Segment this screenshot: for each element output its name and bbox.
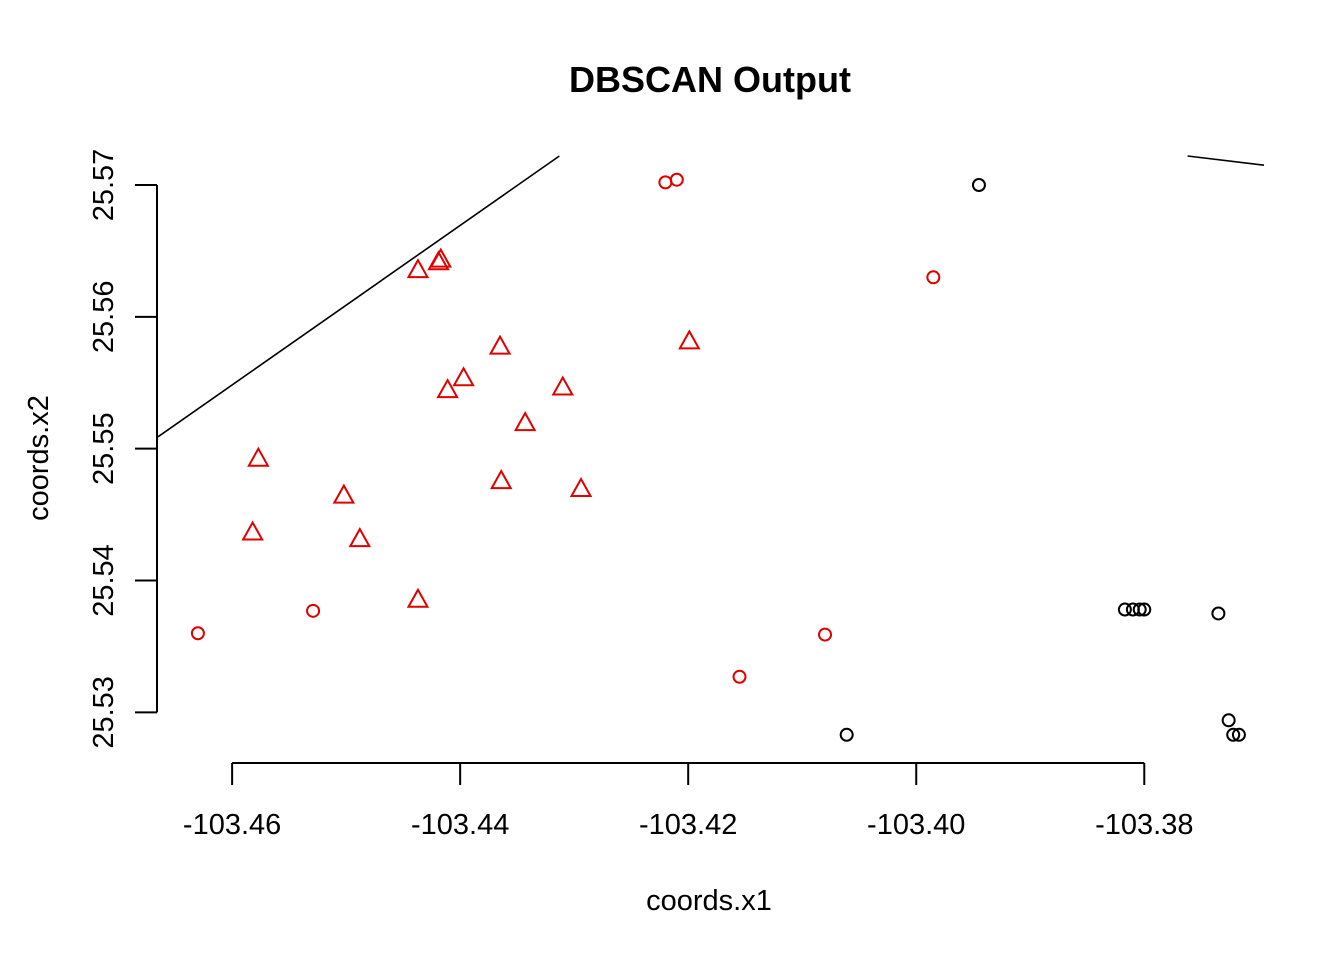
circle-point xyxy=(306,603,321,618)
triangle-point xyxy=(247,446,270,467)
chart-title: DBSCAN Output xyxy=(569,59,851,100)
circle-point xyxy=(1137,602,1152,617)
x-tick-label: -103.44 xyxy=(411,809,509,841)
circle-point xyxy=(839,727,854,742)
circle-point xyxy=(1211,606,1226,621)
x-tick-label: -103.40 xyxy=(867,809,965,841)
reference-line xyxy=(1187,155,1265,167)
circle-point xyxy=(669,172,684,187)
data-points xyxy=(190,172,1246,742)
triangle-point xyxy=(513,411,537,432)
circle-point xyxy=(1226,727,1241,742)
triangle-point xyxy=(452,366,475,387)
circle-point xyxy=(1132,602,1147,617)
x-axis-label: coords.x1 xyxy=(646,885,772,917)
triangle-point xyxy=(348,527,372,548)
triangle-point xyxy=(436,378,459,399)
triangle-point xyxy=(406,258,430,279)
triangle-point xyxy=(551,375,574,396)
y-tick-label: 25.55 xyxy=(88,412,120,485)
triangle-point xyxy=(678,329,701,350)
y-axis-label: coords.x2 xyxy=(23,395,55,521)
circle-point xyxy=(1231,727,1246,742)
circle-point xyxy=(818,627,833,642)
triangle-point xyxy=(569,476,593,498)
y-tick-label: 25.57 xyxy=(88,149,120,222)
triangle-point xyxy=(406,587,430,608)
circle-point xyxy=(658,175,673,190)
y-axis: 25.53 25.54 25.55 25.56 25.57 xyxy=(88,149,158,749)
circle-point xyxy=(1221,713,1236,728)
x-tick-label: -103.46 xyxy=(183,809,281,841)
circle-point xyxy=(971,178,986,193)
y-tick-label: 25.54 xyxy=(88,544,120,617)
reference-line xyxy=(157,155,560,438)
circle-point xyxy=(732,669,747,684)
triangle-point xyxy=(241,520,264,541)
circle-point xyxy=(1117,602,1132,617)
x-tick-label: -103.42 xyxy=(639,809,737,841)
reference-lines xyxy=(157,155,1265,438)
triangle-point xyxy=(332,483,356,504)
y-tick-label: 25.56 xyxy=(88,281,120,354)
x-axis: -103.46 -103.44 -103.42 -103.40 -103.38 xyxy=(183,762,1193,841)
circle-point xyxy=(190,626,205,641)
triangle-point xyxy=(429,247,452,268)
triangle-point xyxy=(488,334,512,355)
x-tick-label: -103.38 xyxy=(1095,809,1193,841)
circle-point xyxy=(926,270,941,285)
triangle-point xyxy=(489,469,513,490)
y-tick-label: 25.53 xyxy=(88,676,120,749)
